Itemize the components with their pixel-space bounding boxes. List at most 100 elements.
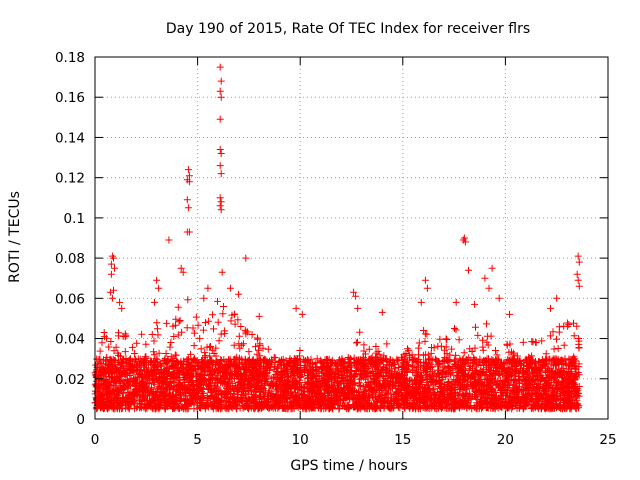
data-point [514,385,521,393]
data-point [347,378,355,386]
data-point [242,328,250,336]
data-point [238,355,246,363]
data-point [446,351,454,359]
data-point [472,393,479,401]
data-point [104,382,112,390]
data-point [137,400,145,408]
data-point [171,374,179,382]
data-point [337,368,345,376]
data-point [199,401,207,409]
data-point [356,356,364,364]
data-point [428,404,436,412]
data-point [259,367,267,375]
data-point [205,317,213,325]
data-point [489,394,497,402]
data-point [422,351,430,359]
data-point [447,369,455,377]
data-point [478,391,486,399]
data-point [261,377,269,385]
data-point [519,395,527,403]
data-point [445,364,453,372]
data-point [245,405,252,413]
data-point [172,392,180,400]
data-point [357,366,365,374]
data-point [372,356,379,364]
data-point [160,373,168,381]
data-point [155,383,163,391]
data-point [412,357,420,365]
data-point [274,370,282,378]
data-point [163,319,171,327]
data-point [180,385,188,393]
data-point [415,339,423,347]
data-point [230,355,238,363]
data-point [100,365,108,373]
data-point [568,361,576,369]
data-point [214,318,222,326]
data-point [349,384,356,392]
data-point [378,391,386,399]
data-point [299,396,307,404]
data-point [356,328,364,336]
data-point [120,383,127,391]
data-point [325,387,333,395]
data-point [545,374,553,382]
data-point [397,379,405,387]
data-point [133,339,141,347]
data-point [526,354,534,362]
data-point [451,325,458,332]
data-point [150,337,158,345]
data-point [154,325,161,333]
data-point [549,328,557,336]
data-point [164,370,172,378]
data-point [299,404,307,412]
data-point [184,296,192,304]
data-point [115,351,122,359]
data-point [157,398,165,406]
data-point [254,335,262,343]
data-point [523,362,531,369]
data-point [519,338,527,346]
data-point [231,320,239,328]
data-point [455,336,463,344]
data-point [482,357,490,364]
data-point [570,332,578,340]
data-point [150,351,158,359]
data-point [442,373,450,381]
data-point [330,394,338,402]
data-point [460,360,468,368]
data-point [477,405,485,413]
data-point [126,401,134,409]
data-point [204,395,212,403]
data-point [523,400,531,408]
data-point [161,404,169,412]
data-point [105,402,112,410]
data-point [480,371,488,378]
data-point [438,376,446,384]
data-point [207,357,215,365]
data-point [570,380,578,388]
data-point [565,391,573,399]
data-point [312,363,319,371]
data-point [262,399,270,407]
data-point [299,384,307,392]
data-point [154,331,162,339]
data-point [430,344,438,352]
data-point [505,393,513,401]
data-point [287,384,294,392]
data-point [479,336,487,344]
data-point [528,396,536,404]
data-point [477,375,485,383]
data-point [533,365,541,372]
data-point [203,359,211,367]
data-point [148,361,156,369]
data-point [217,360,225,368]
data-point [372,349,380,357]
data-point [352,339,360,347]
data-point [105,391,113,399]
data-point [558,372,565,380]
data-point [530,376,537,383]
data-point [360,386,368,394]
data-point [166,386,174,394]
data-point [369,367,376,375]
